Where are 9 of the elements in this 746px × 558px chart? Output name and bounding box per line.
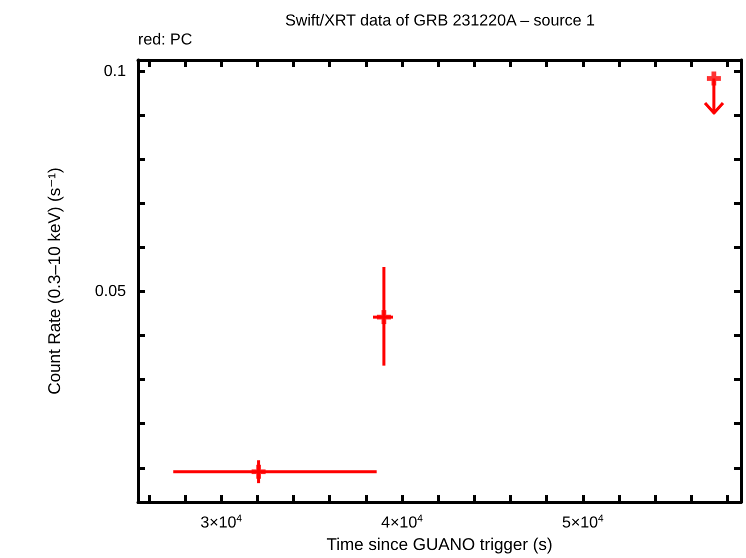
y-tick-label: 0.05 [94,283,126,300]
point [706,71,721,86]
point [252,464,266,479]
text: red: PC [138,32,192,48]
y-axis-title: Count Rate (0.3–10 keV) (s⁻¹) [45,167,64,395]
x-axis-title: Time since GUANO trigger (s) [326,535,553,554]
chart-title: Swift/XRT data of GRB 231220A – source 1 [285,12,596,30]
y-tick-label: 0.1 [104,62,126,80]
point [376,310,391,324]
